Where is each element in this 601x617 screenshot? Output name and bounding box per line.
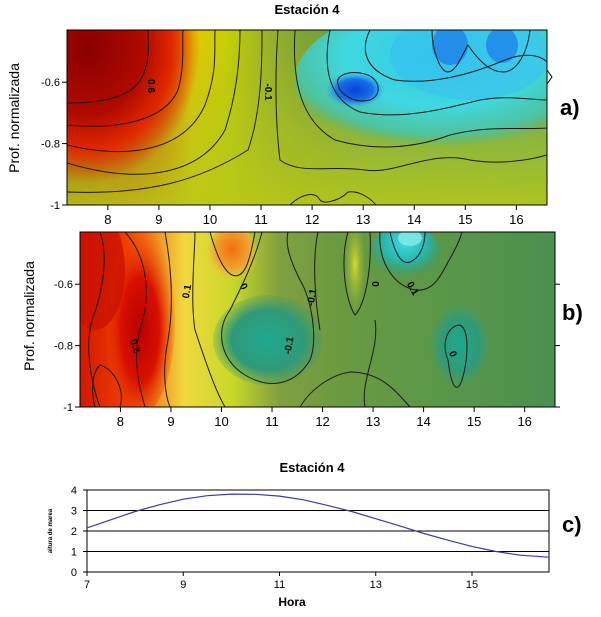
panel-b-y-label: Prof. normalizada [21, 261, 37, 371]
panel-a-contour-label-1: -0.1 [262, 83, 273, 101]
panel-b-contour-label-5: -0.1 [283, 336, 297, 355]
panel-c-y-axis: 0 1 2 3 4 [71, 485, 87, 579]
panel-b-y-tick-label: -0.8 [54, 341, 73, 353]
panel-b-contour-label-2: -0.1 [306, 288, 320, 307]
panel-a-x-tick-label: 10 [203, 212, 217, 227]
panel-a-x-tick-label: 14 [407, 212, 421, 227]
panel-a-contours [67, 30, 547, 205]
panel-b-frame [79, 231, 556, 408]
panel-a-x-tick-label: 15 [458, 212, 472, 227]
panel-a-x-tick-label: 8 [104, 212, 111, 227]
panel-b-y-tick-label: -0.6 [54, 279, 73, 291]
panel-a-x-axis: 8 9 10 11 12 13 14 15 16 [104, 205, 524, 227]
panel-c-y-tick-label: 4 [71, 485, 77, 497]
panel-a-y-tick-label: -0.8 [41, 139, 60, 151]
panel-c-letter: c) [562, 512, 582, 537]
panel-a-y-tick-label: -0.6 [41, 77, 60, 89]
panel-b-contour-label-3: 0 [369, 281, 380, 287]
panel-c-y-tick-label: 3 [71, 506, 77, 518]
panel-c-y-label: altura de marea [48, 508, 54, 553]
panel-b-x-tick-label: 10 [214, 414, 228, 429]
panel-a: Estación 4 0.6 -0.1 [6, 2, 580, 227]
panel-b-x-tick-label: 15 [467, 414, 481, 429]
panel-a-y-axis: -0.6 -0.8 -1 [41, 77, 67, 212]
panel-c-y-tick-label: 0 [71, 567, 77, 579]
panel-b-heatmap [80, 232, 555, 407]
panel-a-frame [66, 29, 548, 206]
panel-b-x-tick-label: 14 [416, 414, 430, 429]
panel-a-right-mark [546, 69, 553, 85]
panel-b-x-tick-label: 9 [167, 414, 174, 429]
panel-b-contour-label-1: 0 [237, 282, 250, 293]
panel-b-contour-label-0: 0.1 [181, 283, 194, 299]
panel-c: Estación 4 7 9 11 13 15 0 1 2 3 4 altura de mare… [48, 460, 582, 609]
panel-b-y-axis: -0.6 -0.8 -1 [54, 279, 560, 414]
panel-b-x-axis: 8 9 10 11 12 13 14 15 16 [117, 407, 532, 429]
panel-a-title: Estación 4 [274, 2, 340, 17]
panel-a-letter: a) [560, 95, 580, 120]
panel-a-x-tick-label: 16 [509, 212, 523, 227]
panel-c-x-tick-label: 7 [84, 579, 90, 591]
panel-b-x-tick-label: 11 [265, 414, 279, 429]
panel-a-y-label: Prof. normalizada [6, 63, 22, 173]
panel-a-x-tick-label: 12 [305, 212, 319, 227]
panel-a-y-tick-label: -1 [50, 200, 60, 212]
panel-c-series-line [86, 493, 550, 558]
panel-c-x-tick-label: 15 [466, 579, 478, 591]
panel-b-x-tick-label: 12 [315, 414, 329, 429]
panel-c-title: Estación 4 [279, 460, 345, 475]
panel-c-x-tick-label: 13 [370, 579, 382, 591]
panel-c-x-label: Hora [278, 595, 306, 609]
panel-b-contours [88, 232, 468, 407]
panel-a-x-tick-label: 11 [254, 212, 268, 227]
panel-a-contour-label-0: 0.6 [145, 79, 156, 93]
panel-c-grid [87, 510, 549, 552]
panel-c-y-tick-label: 2 [71, 526, 77, 538]
panel-c-y-tick-label: 1 [71, 547, 77, 559]
panel-b-contour-label-4: 0.2 [127, 338, 142, 355]
panel-b-x-tick-label: 13 [366, 414, 380, 429]
panel-a-x-tick-label: 13 [356, 212, 370, 227]
panel-a-heatmap [67, 30, 547, 205]
panel-b-x-tick-label: 8 [117, 414, 124, 429]
panel-b: 0.1 0 -0.1 0 0.2 -0.1 0.1 0 8 9 10 11 12 13 14… [21, 231, 583, 429]
panel-c-x-tick-label: 11 [274, 579, 285, 591]
panel-b-letter: b) [562, 300, 583, 325]
panel-c-x-tick-label: 9 [180, 579, 186, 591]
panel-a-x-tick-label: 9 [155, 212, 162, 227]
panel-b-contour-label-7: 0 [446, 350, 458, 359]
panel-b-y-tick-label: -1 [63, 402, 73, 414]
panel-c-x-axis: 7 9 11 13 15 [84, 572, 478, 591]
panel-b-x-tick-label: 16 [517, 414, 531, 429]
